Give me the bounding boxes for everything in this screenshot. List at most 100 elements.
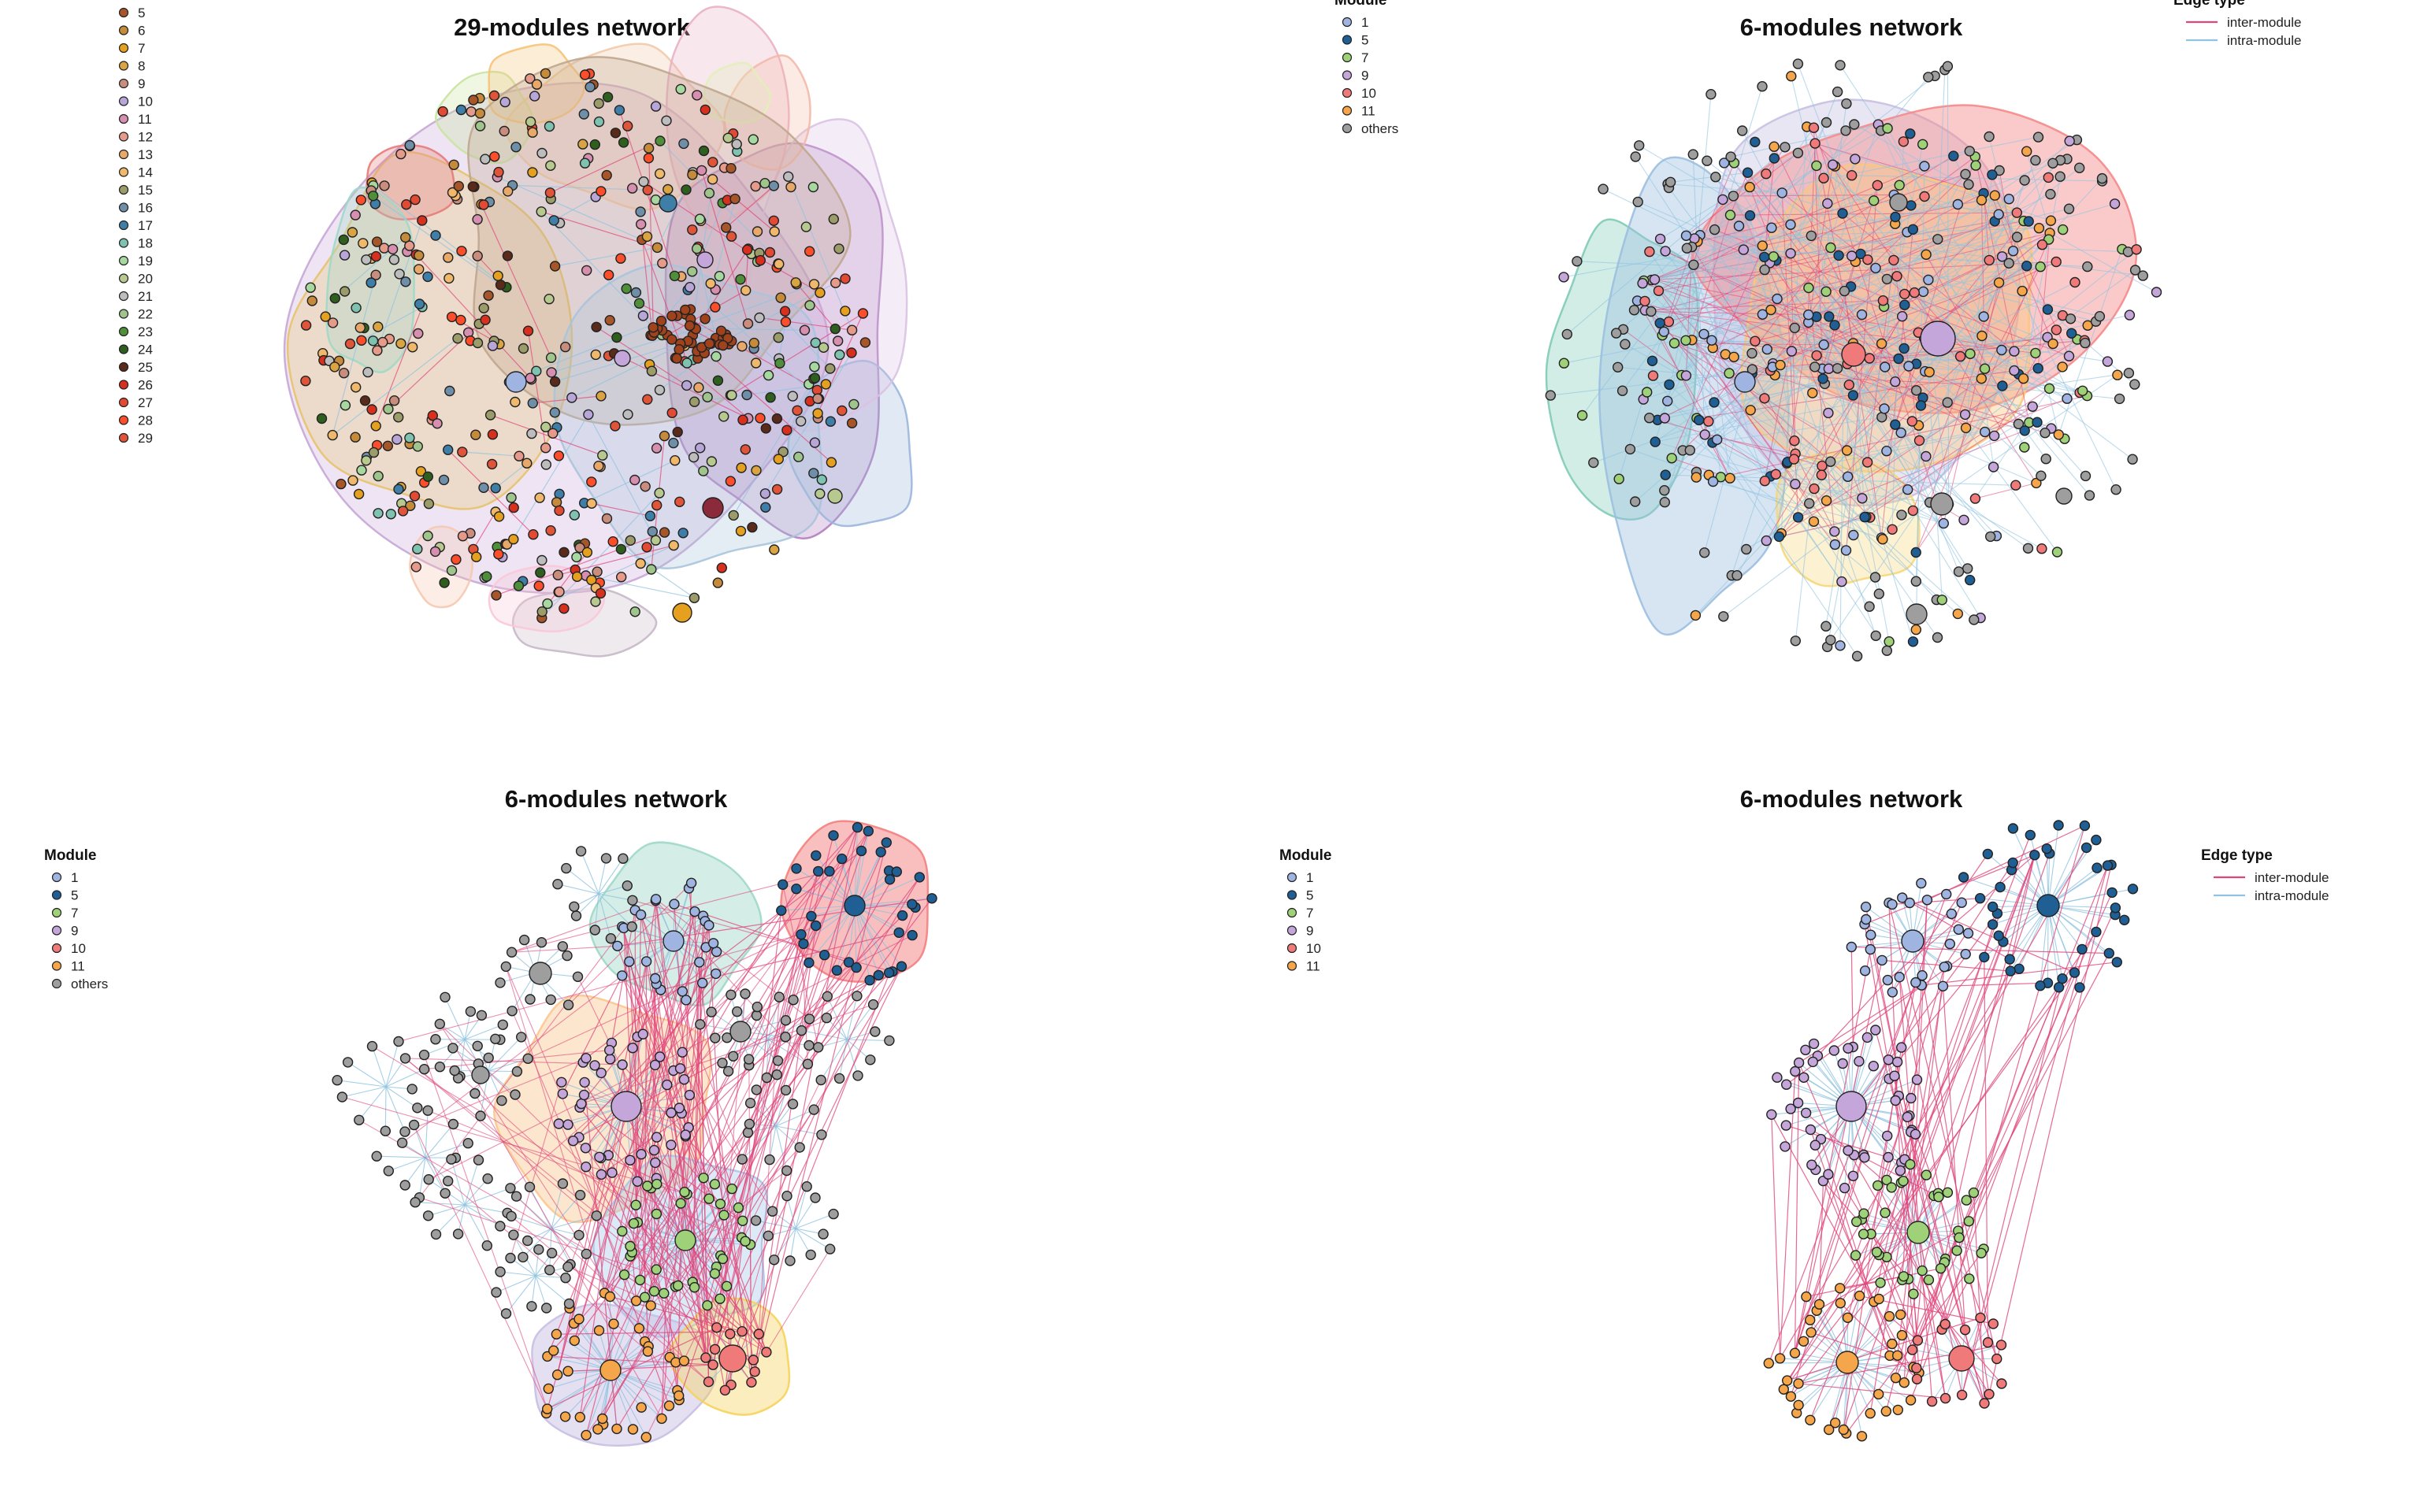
network-node — [552, 569, 563, 580]
network-node — [422, 471, 433, 482]
network-edge — [1988, 865, 2112, 1395]
legend-label: 11 — [138, 112, 152, 127]
network-node — [1834, 1283, 1846, 1294]
network-edge — [579, 1203, 681, 1418]
network-node — [1935, 1262, 1947, 1274]
network-edge — [766, 1039, 769, 1078]
network-edge — [1794, 1059, 1889, 1354]
network-node — [534, 492, 545, 503]
network-node — [578, 1089, 590, 1101]
legend-item: 9 — [118, 76, 145, 91]
network-edge — [610, 1369, 670, 1406]
network-node — [1979, 426, 1991, 438]
network-node — [1954, 350, 1966, 362]
network-edge — [459, 1076, 695, 1288]
network-edge — [1822, 368, 2120, 399]
network-node — [744, 1118, 755, 1130]
network-node — [622, 120, 633, 132]
network-edge — [337, 1080, 387, 1088]
network-node — [1687, 149, 1699, 160]
network-node — [698, 145, 710, 157]
legend-swatch — [118, 96, 129, 106]
network-node — [646, 564, 657, 575]
network-node — [804, 1014, 815, 1025]
network-node — [1868, 1060, 1880, 1072]
network-node — [824, 865, 835, 877]
network-node — [1890, 419, 1901, 430]
network-edge — [2047, 905, 2110, 954]
network-node — [856, 845, 867, 857]
network-edge — [1887, 854, 2036, 981]
network-node — [684, 320, 696, 332]
network-edge — [546, 1369, 611, 1414]
legend-label: 9 — [1361, 69, 1368, 83]
network-node — [1933, 1191, 1944, 1203]
network-node — [1907, 505, 1919, 517]
network-node — [718, 339, 729, 351]
legend-label: intra-module — [2227, 33, 2302, 48]
network-node — [718, 1344, 747, 1373]
network-edge — [585, 1109, 815, 1436]
network-edge — [1917, 907, 2116, 1341]
network-node — [2110, 484, 2121, 495]
network-node — [382, 440, 393, 451]
network-node — [471, 551, 482, 562]
network-node — [650, 973, 661, 984]
network-node — [1917, 139, 1928, 150]
network-node — [1849, 119, 1860, 130]
network-node — [2043, 383, 2055, 395]
network-node — [809, 361, 820, 372]
network-node — [1958, 514, 1969, 525]
network-node — [1821, 495, 1832, 506]
network-node — [1864, 353, 1875, 364]
network-edge — [1780, 365, 1854, 396]
network-node — [383, 403, 394, 415]
network-node — [2051, 547, 2063, 558]
network-node — [406, 1084, 418, 1095]
network-node — [791, 883, 802, 895]
network-node — [773, 332, 784, 343]
network-node — [1910, 624, 1922, 636]
network-node — [677, 1047, 688, 1058]
network-node — [1860, 901, 1872, 913]
network-node — [368, 447, 380, 458]
network-node — [802, 1058, 814, 1069]
network-node — [592, 566, 603, 577]
network-node — [2066, 328, 2077, 339]
network-node — [1761, 535, 1772, 547]
network-node — [651, 1208, 663, 1220]
network-edge — [1730, 124, 1879, 158]
network-node — [1993, 930, 2004, 941]
network-node — [2106, 887, 2118, 899]
network-node — [544, 294, 555, 305]
network-node — [1932, 632, 1943, 643]
network-node — [1680, 335, 1691, 346]
network-node — [857, 308, 869, 319]
network-node — [703, 920, 714, 931]
network-edge — [1664, 155, 1954, 332]
network-node — [2102, 860, 2114, 871]
network-edge — [2037, 220, 2051, 369]
network-node — [358, 238, 369, 249]
network-node — [1666, 453, 1677, 464]
network-node — [705, 278, 716, 289]
network-node — [340, 286, 351, 297]
network-edge — [688, 888, 752, 1383]
panel-29-modules: 29-modules network 567891011121314151617… — [118, 6, 913, 658]
network-node — [800, 221, 812, 232]
legend-swatch — [1342, 106, 1353, 116]
network-node — [787, 1099, 799, 1110]
network-node — [506, 947, 518, 958]
network-node — [2047, 338, 2058, 350]
network-node — [648, 322, 659, 333]
network-node — [740, 1236, 751, 1247]
network-node — [571, 551, 582, 563]
network-node — [1745, 405, 1756, 416]
network-node — [1789, 435, 1800, 447]
network-node — [422, 1210, 434, 1221]
network-node — [604, 1291, 616, 1303]
network-edge — [1853, 343, 2086, 396]
network-node — [1910, 385, 1922, 396]
network-edge — [1686, 248, 1765, 481]
legend-label: 11 — [71, 959, 85, 974]
